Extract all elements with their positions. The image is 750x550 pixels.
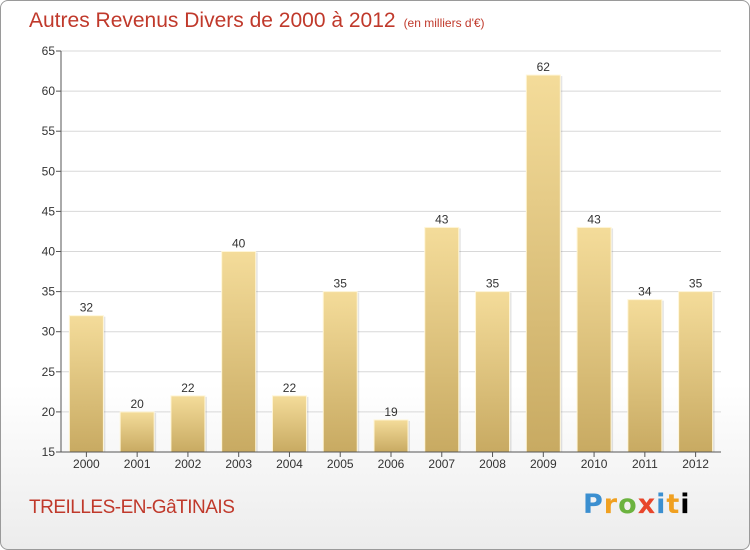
data-label-2010: 43: [587, 212, 601, 226]
x-tick-label-2001: 2001: [124, 457, 151, 471]
bar-2003: [221, 251, 257, 453]
x-tick-label-2004: 2004: [276, 457, 303, 471]
data-label-2000: 32: [80, 301, 94, 315]
x-tick-label-2005: 2005: [327, 457, 354, 471]
data-label-2012: 35: [689, 277, 703, 291]
x-tick-label-2007: 2007: [428, 457, 455, 471]
y-tick-label: 60: [42, 84, 56, 98]
data-label-2011: 34: [638, 285, 652, 299]
x-tick-label-2002: 2002: [175, 457, 202, 471]
x-tick-label-2006: 2006: [378, 457, 405, 471]
y-tick-label: 30: [42, 325, 56, 339]
proxiti-logo: Proxiti: [583, 489, 691, 520]
bar-2005: [322, 291, 358, 453]
bar-2000: [68, 315, 104, 453]
y-tick-label: 55: [42, 124, 56, 138]
data-label-2002: 22: [181, 381, 195, 395]
x-tick-label-2000: 2000: [73, 457, 100, 471]
bar-2011: [627, 299, 663, 453]
x-tick-label-2008: 2008: [479, 457, 506, 471]
y-tick-label: 50: [42, 164, 56, 178]
y-tick-label: 65: [42, 44, 56, 58]
bar-chart: 32 20 22 40 22 35 19 43 35 62 43 34 35 15 20 25 30 35 40 4…: [42, 44, 721, 471]
data-label-2006: 19: [384, 405, 398, 419]
data-label-2007: 43: [435, 212, 449, 226]
data-label-2009: 62: [537, 60, 551, 74]
y-tick-label: 15: [42, 445, 56, 459]
bar-2008: [475, 291, 511, 453]
chart-title: Autres Revenus Divers de 2000 à 2012 (en …: [29, 9, 485, 33]
x-tick-label-2009: 2009: [530, 457, 557, 471]
y-tick-label: 20: [42, 405, 56, 419]
bar-2002: [170, 395, 206, 453]
data-label-2001: 20: [130, 397, 144, 411]
data-label-2004: 22: [283, 381, 297, 395]
data-label-2005: 35: [334, 277, 348, 291]
data-label-2003: 40: [232, 237, 246, 251]
x-tick-label-2010: 2010: [581, 457, 608, 471]
bar-2001: [119, 411, 155, 453]
chart-unit: (en milliers d'€): [403, 16, 485, 30]
bar-2007: [424, 226, 460, 453]
data-label-2008: 35: [486, 277, 500, 291]
bar-2004: [271, 395, 307, 453]
y-tick-label: 40: [42, 245, 56, 259]
x-tick-label-2011: 2011: [632, 457, 658, 471]
y-tick-label: 45: [42, 204, 56, 218]
y-tick-label: 25: [42, 365, 56, 379]
chart-title-text: Autres Revenus Divers de 2000 à 2012: [29, 9, 396, 32]
bar-2012: [678, 291, 714, 453]
x-tick-label-2012: 2012: [682, 457, 709, 471]
x-tick-label-2003: 2003: [225, 457, 252, 471]
bar-2010: [576, 226, 612, 453]
place-name: TREILLES-EN-GâTINAIS: [29, 497, 235, 518]
bar-2009: [525, 74, 561, 453]
y-tick-label: 35: [42, 285, 56, 299]
bar-2006: [373, 419, 409, 453]
